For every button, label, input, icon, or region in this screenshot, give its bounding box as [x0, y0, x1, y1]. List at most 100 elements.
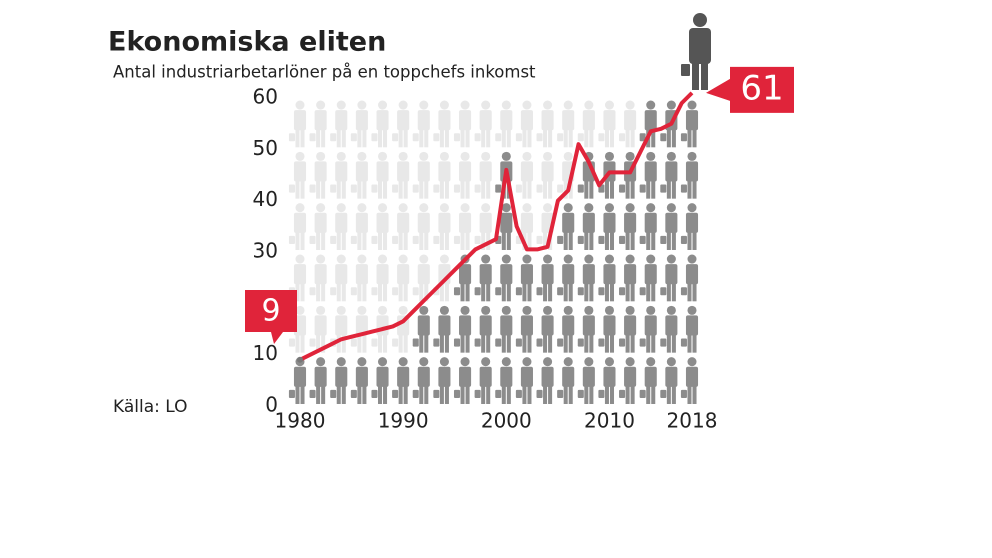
person-icon: [577, 357, 595, 404]
icon-case: [557, 389, 564, 398]
icon-body: [335, 264, 348, 285]
person-icon: [371, 254, 389, 302]
person-icon: [680, 203, 699, 250]
icon-body: [438, 212, 451, 233]
icon-body: [624, 315, 637, 336]
icon-head: [666, 100, 676, 110]
icon-body: [624, 212, 637, 233]
icon-leg: [548, 385, 553, 404]
icon-head: [501, 305, 511, 315]
person-icon: [309, 100, 327, 148]
data-label: 61: [740, 68, 783, 108]
icon-body: [314, 161, 327, 182]
icon-leg: [543, 385, 548, 404]
icon-head: [481, 151, 491, 161]
icon-leg: [341, 334, 346, 353]
icon-leg: [439, 231, 444, 250]
person-icon: [495, 305, 513, 353]
icon-leg: [424, 283, 429, 302]
icon-leg: [625, 334, 630, 353]
icon-leg: [336, 334, 341, 353]
person-icon: [474, 305, 492, 353]
icon-body: [685, 264, 699, 285]
y-tick-label: 50: [253, 136, 278, 160]
icon-leg: [609, 231, 615, 250]
icon-case: [515, 287, 522, 296]
icon-case: [371, 338, 378, 347]
person-icon: [433, 305, 451, 353]
icon-case: [371, 389, 378, 398]
icon-body: [500, 110, 513, 131]
icon-leg: [687, 334, 692, 353]
icon-leg: [692, 385, 697, 404]
icon-head: [336, 254, 346, 264]
icon-leg: [383, 231, 388, 250]
icon-leg: [460, 334, 465, 353]
icon-body: [562, 264, 575, 285]
icon-head: [316, 151, 326, 161]
icon-leg: [465, 283, 470, 302]
start-point: [297, 356, 303, 363]
person-icon: [660, 254, 678, 302]
icon-head: [316, 203, 326, 213]
icon-head: [604, 100, 615, 110]
icon-body: [582, 110, 595, 131]
icon-case: [577, 235, 584, 244]
icon-case: [557, 287, 564, 296]
icon-leg: [444, 180, 449, 199]
icon-case: [350, 389, 357, 398]
icon-case: [495, 133, 502, 142]
person-icon: [453, 151, 472, 199]
person-icon: [412, 254, 430, 302]
icon-case: [392, 133, 399, 142]
icon-leg: [589, 231, 594, 250]
icon-leg: [460, 180, 465, 199]
icon-body: [397, 264, 410, 285]
icon-body: [541, 110, 554, 131]
icon-leg: [646, 180, 651, 199]
icon-head: [377, 305, 388, 315]
callout: [706, 66, 794, 113]
icon-leg: [403, 385, 408, 404]
icon-leg: [341, 385, 346, 404]
icon-case: [557, 235, 564, 244]
icon-leg: [584, 129, 589, 148]
icon-leg: [671, 129, 676, 148]
icon-leg: [589, 129, 594, 148]
icon-leg: [687, 231, 692, 250]
icon-leg: [671, 180, 676, 199]
icon-head: [357, 254, 367, 264]
icon-leg: [486, 334, 491, 353]
icon-leg: [300, 231, 305, 250]
icon-leg: [625, 385, 630, 404]
person-icon: [474, 100, 492, 148]
icon-head: [460, 305, 470, 315]
person-icon: [350, 100, 368, 148]
icon-body: [417, 366, 430, 387]
person-icon: [660, 357, 678, 404]
icon-case: [288, 389, 295, 398]
icon-case: [288, 338, 295, 347]
icon-leg: [604, 283, 609, 302]
icon-case: [515, 389, 522, 398]
icon-head: [543, 151, 553, 161]
icon-body: [438, 161, 451, 182]
icon-head: [646, 357, 656, 367]
icon-leg: [692, 231, 697, 250]
icon-leg: [506, 283, 511, 302]
person-icon: [577, 203, 595, 250]
person-icon: [412, 151, 430, 199]
icon-leg: [424, 334, 429, 353]
icon-leg: [604, 385, 609, 404]
icon-leg: [522, 129, 527, 148]
icon-body: [335, 315, 348, 336]
icon-body: [335, 161, 348, 182]
icon-leg: [295, 129, 300, 148]
icon-head: [522, 100, 532, 110]
icon-leg: [609, 334, 615, 353]
icon-head: [666, 357, 676, 367]
person-icon: [433, 357, 451, 404]
icon-leg: [316, 180, 321, 199]
icon-leg: [377, 129, 383, 148]
icon-leg: [341, 180, 346, 199]
